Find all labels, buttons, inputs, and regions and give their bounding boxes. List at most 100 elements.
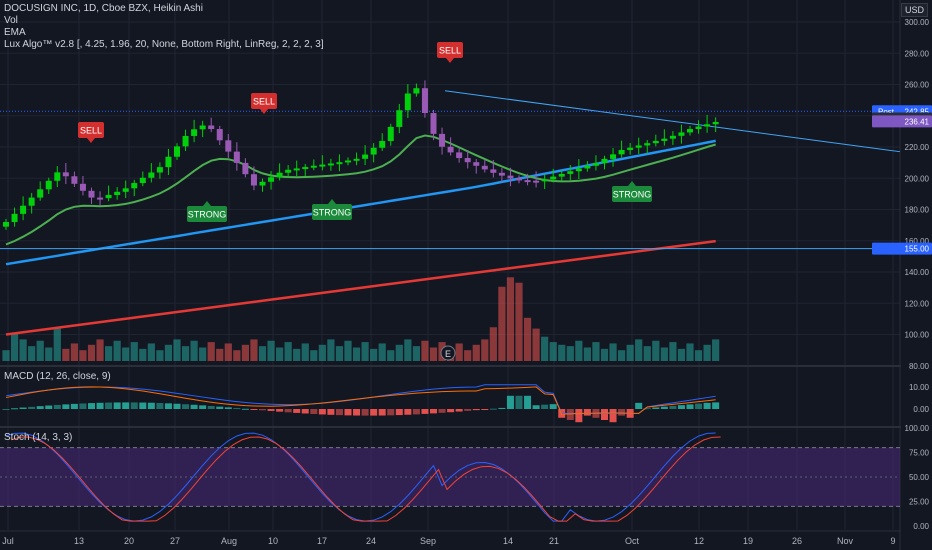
volume-bar bbox=[506, 277, 515, 361]
volume-bar bbox=[113, 340, 121, 361]
candle-body bbox=[216, 129, 223, 141]
candle-body bbox=[498, 172, 505, 176]
macd-legend[interactable]: MACD (12, 26, close, 9) bbox=[4, 371, 111, 382]
symbol-legend[interactable]: DOCUSIGN INC, 1D, Cboe BZX, Heikin Ashi bbox=[4, 3, 203, 14]
volume-bar bbox=[53, 328, 61, 361]
macd-hist-bar bbox=[62, 404, 70, 409]
signal-box bbox=[78, 122, 104, 138]
candle-body bbox=[28, 197, 35, 206]
volume-bar bbox=[122, 347, 130, 361]
stoch-tick: 50.00 bbox=[909, 473, 930, 482]
time-tick: 12 bbox=[694, 536, 704, 546]
volume-bar bbox=[464, 350, 472, 361]
volume-bar bbox=[652, 340, 660, 361]
macd-hist-bar bbox=[421, 409, 429, 414]
signal-strong: STRONG bbox=[312, 199, 352, 220]
volume-bar bbox=[10, 334, 19, 361]
price-label-tag: Post bbox=[878, 107, 895, 116]
volume-legend[interactable]: Vol bbox=[4, 15, 18, 26]
macd-hist-bar bbox=[293, 409, 301, 413]
macd-hist-bar bbox=[575, 409, 583, 423]
time-tick: Sep bbox=[420, 536, 436, 546]
candle-body bbox=[122, 188, 129, 192]
macd-hist-bar bbox=[635, 402, 643, 409]
candle-body bbox=[644, 143, 651, 146]
macd-hist-bar bbox=[703, 402, 711, 409]
macd-hist-bar bbox=[498, 407, 506, 409]
volume-bar bbox=[181, 346, 190, 361]
candle-body bbox=[567, 171, 574, 174]
price-label-value: 242.85 bbox=[905, 107, 930, 116]
macd-hist-bar bbox=[430, 409, 437, 414]
macd-hist-bar bbox=[284, 409, 292, 413]
candle-body bbox=[79, 183, 86, 191]
volume-bar bbox=[301, 343, 309, 361]
macd-hist-bar bbox=[199, 405, 207, 409]
volume-bar bbox=[2, 350, 10, 361]
volume-bar bbox=[45, 347, 53, 361]
time-tick: 26 bbox=[792, 536, 802, 546]
volume-bar bbox=[455, 343, 463, 361]
volume-bar bbox=[600, 348, 609, 361]
price-tick: 120.00 bbox=[905, 299, 930, 308]
price-tick: 300.00 bbox=[905, 18, 930, 27]
volume-bar bbox=[643, 346, 651, 361]
price-tick: 200.00 bbox=[905, 174, 930, 183]
volume-bars: E bbox=[2, 277, 720, 361]
volume-bar bbox=[686, 343, 694, 361]
volume-bar bbox=[489, 327, 497, 361]
currency-label[interactable]: USD bbox=[900, 3, 928, 17]
candle-body bbox=[54, 172, 61, 181]
volume-bar bbox=[130, 342, 138, 361]
candle-body bbox=[584, 165, 591, 169]
price-tick: 280.00 bbox=[905, 49, 930, 58]
signal-label: SELL bbox=[439, 46, 461, 56]
candle-body bbox=[174, 146, 180, 157]
volume-bar bbox=[703, 344, 711, 361]
volume-bar bbox=[352, 347, 361, 361]
macd-hist-bar bbox=[481, 409, 489, 410]
signal-pointer bbox=[328, 199, 336, 204]
time-tick: 20 bbox=[124, 536, 134, 546]
candle-body bbox=[704, 124, 711, 127]
time-axis: Jul 13 20 27 Aug 10 17 24 Sep 14 21 Oct 12 19 26 Nov 9 bbox=[2, 536, 895, 546]
macd-hist-bar bbox=[618, 409, 626, 416]
candle-body bbox=[345, 160, 351, 163]
macd-hist-bar bbox=[301, 409, 309, 414]
candle-body bbox=[327, 163, 334, 166]
candle-body bbox=[490, 169, 497, 173]
ema-legend[interactable]: EMA bbox=[4, 27, 26, 38]
signal-pointer bbox=[260, 109, 268, 114]
macd-hist-bar bbox=[515, 395, 523, 409]
volume-bar bbox=[28, 346, 36, 361]
candle-body bbox=[575, 168, 582, 172]
stoch-legend[interactable]: Stoch (14, 3, 3) bbox=[4, 432, 73, 443]
signal-strong: STRONG bbox=[612, 181, 652, 202]
price-label-value: 236.41 bbox=[905, 117, 930, 126]
candle-body bbox=[131, 183, 138, 189]
time-tick: Jul bbox=[2, 536, 14, 546]
volume-bar bbox=[216, 348, 224, 361]
candle-body bbox=[242, 162, 249, 175]
ema-fast-line bbox=[5, 134, 716, 246]
candle-body bbox=[404, 93, 411, 111]
macd-hist-bar bbox=[173, 403, 181, 409]
macd-hist-bar bbox=[378, 409, 386, 416]
price-label-box bbox=[872, 115, 932, 128]
candle-body bbox=[208, 125, 215, 130]
macd-hist-bar bbox=[318, 409, 326, 415]
luxalgo-legend[interactable]: Lux Algo™ v2.8 [, 4.25, 1.96, 20, None, … bbox=[4, 39, 324, 50]
candle-body bbox=[695, 126, 702, 130]
candle-body bbox=[533, 180, 540, 183]
volume-bar bbox=[190, 340, 198, 361]
candle-body bbox=[276, 172, 283, 178]
candle-body bbox=[3, 222, 9, 227]
volume-bar bbox=[250, 339, 258, 361]
stoch-tick: 0.00 bbox=[913, 522, 929, 531]
macd-hist-bar bbox=[216, 406, 224, 409]
candle-body bbox=[88, 190, 95, 198]
candle-body bbox=[156, 167, 163, 173]
signal-pointer bbox=[446, 58, 454, 63]
